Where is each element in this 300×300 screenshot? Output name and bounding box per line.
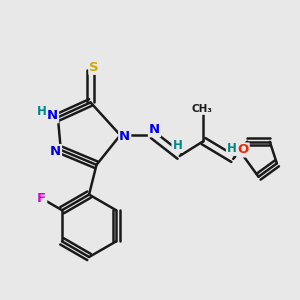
Text: CH₃: CH₃ (191, 104, 212, 114)
Text: H: H (37, 105, 46, 118)
Text: H: H (227, 142, 237, 155)
Text: O: O (238, 143, 249, 157)
Text: N: N (119, 130, 130, 143)
Text: N: N (149, 123, 160, 136)
Text: S: S (89, 61, 99, 74)
Text: N: N (50, 145, 61, 158)
Text: H: H (172, 139, 182, 152)
Text: N: N (47, 109, 58, 122)
Text: F: F (37, 192, 46, 205)
